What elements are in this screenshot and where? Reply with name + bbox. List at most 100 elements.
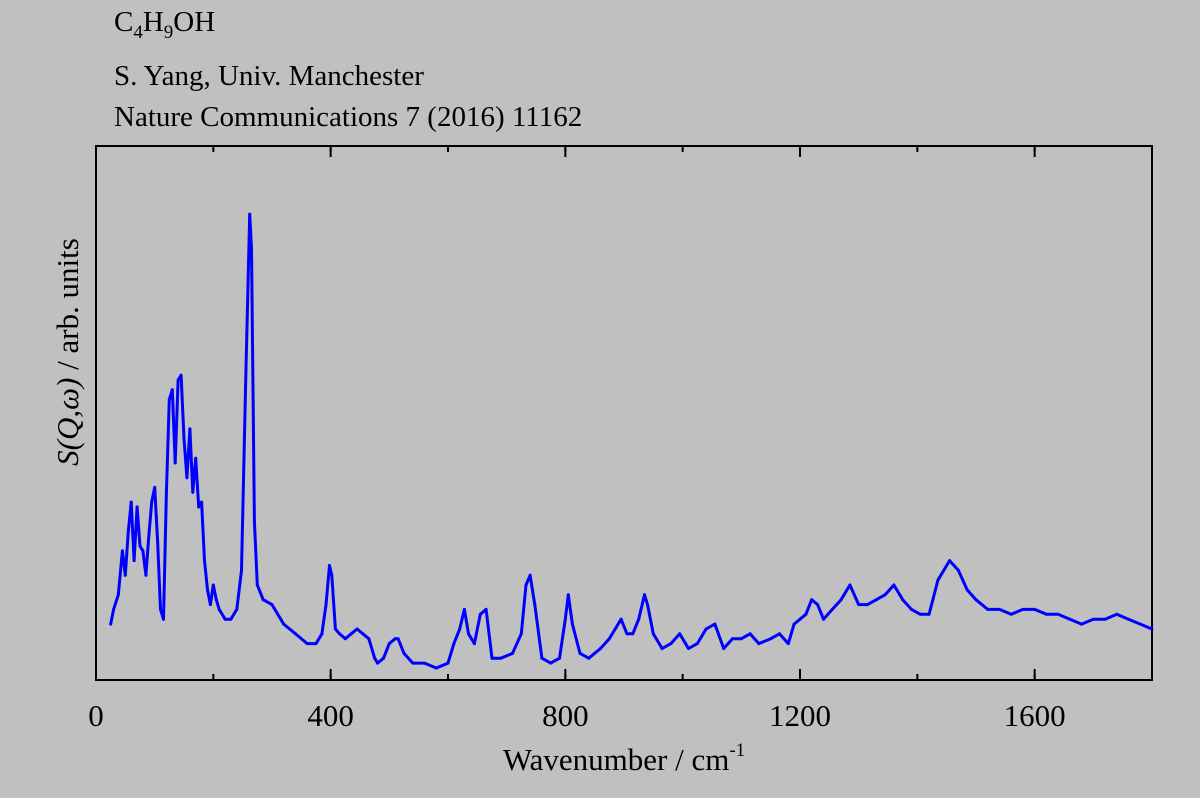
data-point [248,212,252,216]
data-point [167,398,171,402]
data-point [748,632,752,636]
data-point [328,564,331,567]
data-point [1068,617,1072,621]
data-point [558,656,561,660]
data-point [566,593,570,597]
data-point [1127,617,1130,621]
data-point [1138,622,1142,626]
data-point [376,661,380,665]
data-point [305,642,309,646]
data-point [631,632,635,636]
data-point [164,490,168,494]
data-point [549,661,553,665]
formula-part: OH [173,6,216,38]
data-point [393,637,397,641]
data-point [270,603,274,607]
x-tick-label: 0 [88,698,104,733]
data-point [150,500,154,504]
data-point [1021,607,1025,611]
data-point [1080,622,1084,626]
data-point [194,456,198,460]
data-point [261,598,265,602]
data-point [282,622,286,626]
data-point [214,598,218,602]
data-point [135,505,139,509]
data-point [974,598,978,602]
data-point [651,632,655,636]
axis-tick-labels: 0 400 800 1200 1600 [88,698,1065,733]
data-point [1091,617,1095,621]
data-point [109,622,113,626]
data-point [936,578,940,582]
x-tick-label: 800 [542,698,589,733]
data-point [156,539,160,543]
data-point [402,651,406,655]
data-point [176,378,180,382]
chart-header-reference: Nature Communications 7 (2016) 11162 [114,101,583,133]
chart-header-formula: C4H9OH [114,6,216,42]
data-point [144,573,148,577]
data-point [320,632,324,636]
data-point [355,627,359,631]
data-point [434,666,438,670]
data-point [484,607,488,611]
data-point [223,617,227,621]
data-point [490,656,494,660]
data-point [153,485,157,489]
data-point [687,647,690,650]
data-point [208,603,212,607]
data-point [423,661,426,665]
data-point [883,593,887,597]
data-point [1009,612,1013,616]
data-point [182,437,186,441]
data-point [343,637,347,641]
data-point [123,573,127,577]
data-point [839,598,843,602]
data-point [910,607,913,611]
data-point [998,607,1001,611]
data-point [695,642,699,646]
data-point [1115,612,1119,616]
data-point [1044,612,1048,616]
x-axis-label: Wavenumber / cm-1 [503,740,745,777]
data-point [373,656,377,660]
data-point [129,500,133,504]
data-point [467,632,470,636]
data-point [533,603,537,607]
data-point [948,559,952,563]
formula-part: C [114,6,134,38]
data-point [338,632,341,636]
data-point [206,588,209,592]
axis-ticks [95,146,1153,680]
data-point [607,637,611,641]
data-point [578,651,582,655]
data-point [361,632,365,636]
data-point [147,534,151,538]
chart-header-author: S. Yang, Univ. Manchester [114,60,424,92]
data-point [1150,627,1154,631]
data-point [472,642,476,646]
data-point [229,617,233,621]
data-point [956,568,960,572]
data-point [478,612,482,616]
data-point [458,627,462,631]
data-point [786,642,790,646]
data-point [235,607,239,611]
data-point [570,622,574,626]
data-point [396,637,400,641]
data-point [599,647,602,650]
data-point [250,246,253,250]
data-point [778,632,781,636]
data-point [294,632,297,636]
data-point [625,632,629,636]
data-point [411,661,415,665]
data-point [387,642,391,646]
data-point [731,637,734,641]
data-point [816,603,820,607]
data-point [330,573,334,577]
data-point [901,598,905,602]
data-point [162,617,165,621]
data-point [314,642,318,646]
data-point [197,505,201,509]
